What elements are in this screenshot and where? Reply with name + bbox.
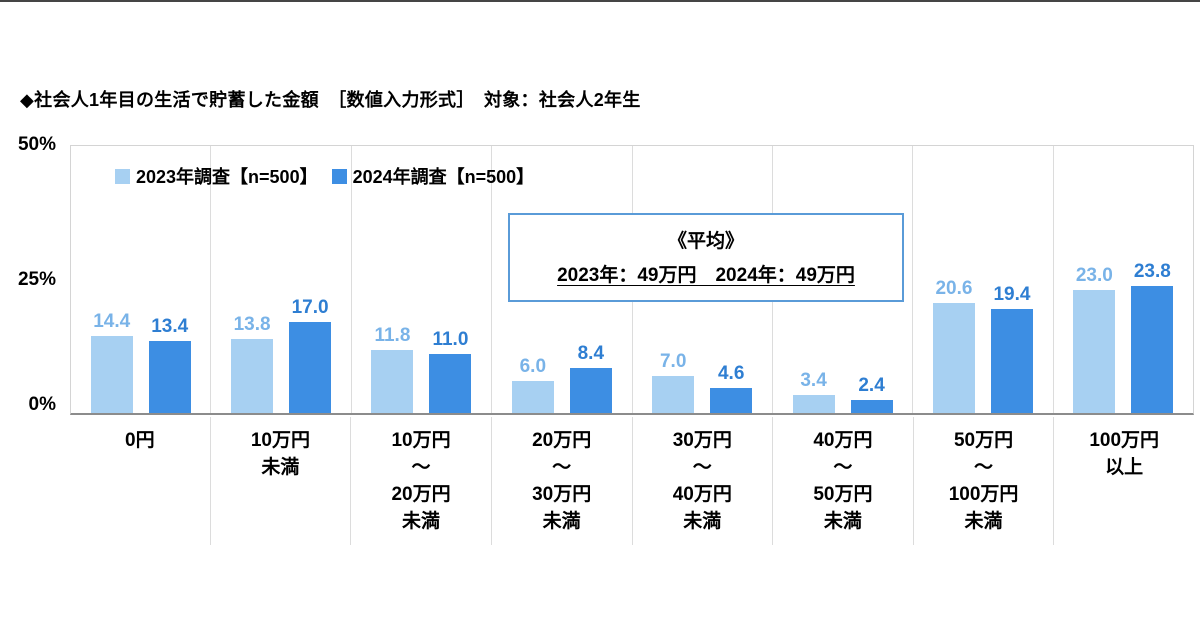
- bar-value-label: 2.4: [858, 375, 885, 397]
- category-column: 11.8 11.0: [352, 146, 493, 413]
- average-annotation-box: 《平均》 2023年：49万円 2024年：49万円: [508, 213, 904, 302]
- legend-item-2024: 2024年調査【n=500】: [331, 163, 535, 189]
- bar-value-label: 13.8: [233, 314, 271, 336]
- bar-group: 3.4 2.4: [792, 146, 893, 413]
- y-axis: 50% 25% 0%: [0, 135, 62, 415]
- plot-area: 14.4 13.4 13.8 17.0 11.8 11.0 6.0 8.4 7.0 4.6 3.4 2…: [70, 145, 1194, 415]
- y-tick-50: 50%: [17, 134, 56, 155]
- legend-item-2023: 2023年調査【n=500】: [115, 163, 318, 189]
- bar-2023: 6.0: [511, 356, 554, 413]
- average-annotation-body: 2023年：49万円 2024年：49万円: [557, 265, 855, 286]
- bar-2024: 4.6: [710, 363, 753, 413]
- category-label: 0円: [70, 417, 211, 545]
- bar-2024: 19.4: [990, 284, 1033, 413]
- bar-2023: 20.6: [932, 278, 975, 413]
- category-label: 30万円～ 40万円 未満: [633, 417, 774, 545]
- bar-group: 13.8 17.0: [231, 146, 332, 413]
- category-column: 14.4 13.4: [71, 146, 212, 413]
- bar-group: 14.4 13.4: [90, 146, 191, 413]
- bar-value-label: 19.4: [993, 284, 1031, 306]
- bar-value-label: 4.6: [717, 363, 745, 385]
- bar-value-label: 11.0: [432, 329, 469, 351]
- category-column: 7.0 4.6: [633, 146, 773, 413]
- bar-2023: 3.4: [792, 370, 835, 413]
- legend-swatch-2024: [331, 168, 347, 184]
- bar-2024: 23.8: [1131, 261, 1174, 413]
- bar-group: 6.0 8.4: [511, 146, 612, 413]
- bar-group: 20.6 19.4: [932, 146, 1033, 413]
- category-label: 50万円～ 100万円 未満: [914, 417, 1055, 545]
- bar-value-label: 23.8: [1133, 260, 1171, 282]
- bar-2023: 13.8: [231, 314, 274, 413]
- average-annotation-heading: 《平均》: [667, 231, 744, 252]
- bar-2023: 23.0: [1073, 265, 1116, 413]
- bar-2024: 2.4: [850, 375, 893, 413]
- bar-group: 7.0 4.6: [652, 146, 753, 413]
- category-label: 10万円 未満: [211, 417, 352, 545]
- bar-group: 11.8 11.0: [371, 146, 472, 413]
- bar-2024: 13.4: [148, 316, 191, 413]
- page-top-border: [0, 0, 1200, 2]
- category-column: 20.6 19.4: [913, 146, 1054, 413]
- bar-value-label: 8.4: [577, 343, 605, 365]
- bar-value-label: 13.4: [151, 316, 189, 338]
- bar-value-label: 23.0: [1075, 265, 1113, 287]
- bar-value-label: 11.8: [374, 325, 411, 346]
- bar-2023: 11.8: [371, 325, 414, 413]
- bar-2023: 7.0: [652, 351, 695, 413]
- y-tick-0: 0%: [28, 394, 56, 415]
- category-label: 40万円～ 50万円 未満: [773, 417, 914, 545]
- bar-2023: 14.4: [90, 311, 133, 413]
- category-column: 23.0 23.8: [1054, 146, 1193, 413]
- bar-value-label: 6.0: [519, 355, 547, 377]
- y-tick-25: 25%: [17, 269, 56, 290]
- bar-group: 23.0 23.8: [1073, 146, 1174, 413]
- bar-value-label: 3.4: [800, 369, 827, 391]
- legend-label-2023: 2023年調査【n=500】: [136, 167, 318, 187]
- bar-2024: 17.0: [289, 297, 332, 413]
- category-label: 10万円～ 20万円 未満: [351, 417, 492, 545]
- category-column: 13.8 17.0: [211, 146, 352, 413]
- bar-value-label: 7.0: [659, 350, 687, 372]
- chart-title: ◆社会人1年目の生活で貯蓄した金額 ［数値入力形式］ 対象：社会人2年生: [20, 90, 641, 110]
- category-label: 20万円～ 30万円 未満: [492, 417, 633, 545]
- legend-label-2024: 2024年調査【n=500】: [352, 167, 535, 187]
- category-labels: 0円 10万円 未満 10万円～ 20万円 未満 20万円～ 30万円 未満 30万円～ 40万円未…: [70, 417, 1194, 545]
- bar-value-label: 14.4: [93, 311, 131, 333]
- bar-value-label: 20.6: [935, 278, 973, 299]
- category-label: 100万円 以上: [1089, 430, 1160, 478]
- category-column: 3.4 2.4: [773, 146, 914, 413]
- bar-value-label: 17.0: [291, 297, 329, 319]
- legend: 2023年調査【n=500】 2024年調査【n=500】: [115, 163, 534, 189]
- bar-2024: 11.0: [429, 329, 472, 413]
- legend-swatch-2023: [115, 168, 130, 184]
- bar-2024: 8.4: [569, 343, 612, 413]
